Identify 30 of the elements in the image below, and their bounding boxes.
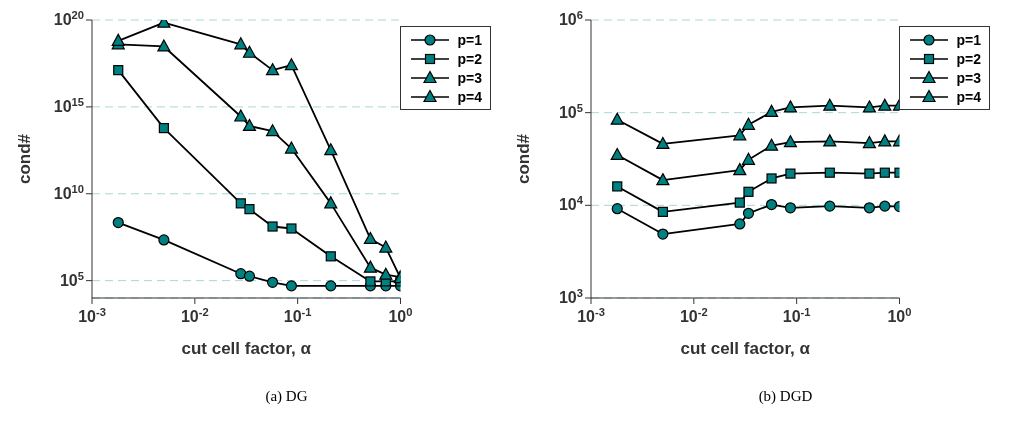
x-tick-label: 10$^{0}$ [388,306,413,325]
x-tick-label: 10$^{-2}$ [180,306,209,325]
x-tick-label: 10$^{-2}$ [679,306,708,325]
legend-label: p=2 [457,50,482,67]
legend-label: p=4 [956,88,981,105]
legend-label: p=2 [956,50,981,67]
legend-label: p=3 [956,69,981,86]
x-tick-label: 10$^{-1}$ [283,306,312,325]
x-axis-title: cut cell factor, α [181,339,312,358]
y-tick-label: 10$^{3}$ [558,287,583,306]
y-tick-label: 10$^{5}$ [59,269,84,289]
legend-label: p=1 [956,31,981,48]
legend-label: p=1 [457,31,482,48]
y-axis-title: cond# [15,133,35,185]
legend-label: p=4 [457,88,482,105]
y-tick-label: 10$^{10}$ [53,182,84,202]
y-tick-label: 10$^{15}$ [53,95,84,115]
y-tick-label: 10$^{6}$ [558,9,583,28]
x-tick-label: 10$^{-3}$ [577,306,605,325]
y-axis-title: cond# [514,133,534,185]
x-tick-label: 10$^{0}$ [887,306,912,325]
legend-label: p=3 [457,69,482,86]
y-tick-label: 10$^{5}$ [558,101,583,121]
x-tick-label: 10$^{-3}$ [78,306,106,325]
text: (a) DG [264,388,309,405]
x-axis-title: cut cell factor, α [680,339,811,358]
x-tick-label: 10$^{-1}$ [782,306,811,325]
text: (b) DGD [757,388,814,405]
y-tick-label: 10$^{4}$ [558,194,584,214]
y-tick-label: 10$^{20}$ [53,9,84,28]
